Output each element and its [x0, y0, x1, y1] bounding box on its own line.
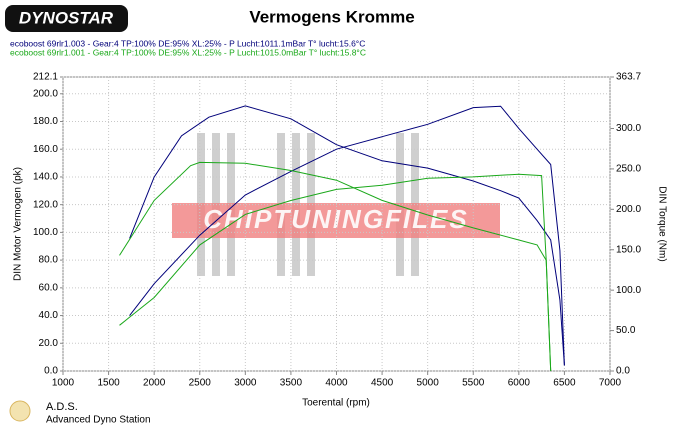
y2-tick-label: 200.0	[616, 204, 641, 215]
y2-tick-label: 50.0	[616, 325, 636, 336]
y2-axis-title: DIN Torque (Nm)	[656, 186, 667, 261]
y2-tick-label: 150.0	[616, 244, 641, 255]
y-tick-label: 180.0	[33, 116, 58, 127]
y2-tick-label: 363.7	[616, 72, 641, 83]
y-tick-label: 80.0	[39, 255, 59, 266]
line-series	[129, 105, 565, 366]
y2-tick-label: 0.0	[616, 366, 630, 377]
x-tick-label: 7000	[599, 378, 622, 389]
x-tick-label: 6500	[553, 378, 576, 389]
y-tick-label: 60.0	[39, 282, 59, 293]
y-tick-label: 200.0	[33, 88, 58, 99]
line-series	[119, 173, 552, 372]
y2-tick-label: 300.0	[616, 123, 641, 134]
y-tick-label: 40.0	[39, 310, 59, 321]
logo: DYNOSTAR	[19, 8, 114, 27]
x-tick-label: 3500	[280, 378, 303, 389]
y-tick-label: 20.0	[39, 338, 59, 349]
y2-tick-label: 100.0	[616, 285, 641, 296]
x-tick-label: 1000	[52, 378, 75, 389]
y-tick-label: 212.1	[33, 72, 58, 83]
x-tick-label: 5500	[462, 378, 485, 389]
x-tick-label: 2500	[189, 378, 212, 389]
y-tick-label: 0.0	[44, 366, 58, 377]
chart-title: Vermogens Kromme	[249, 7, 414, 26]
y-tick-label: 140.0	[33, 172, 58, 183]
x-tick-label: 1500	[97, 378, 120, 389]
x-tick-label: 5000	[417, 378, 440, 389]
x-tick-label: 3000	[234, 378, 257, 389]
x-tick-label: 6000	[508, 378, 531, 389]
y-axis-title: DIN Motor Vermogen (pk)	[13, 167, 24, 281]
legend-entry: ecoboost 69rlr1.003 - Gear:4 TP:100% DE:…	[10, 38, 365, 48]
line-series	[119, 161, 552, 372]
x-axis-title: Toerental (rpm)	[302, 398, 370, 409]
x-tick-label: 4000	[325, 378, 348, 389]
y2-tick-label: 250.0	[616, 164, 641, 175]
footer-title: A.D.S.	[46, 401, 78, 413]
watermark: CHIPTUNINGFILES	[203, 204, 468, 234]
line-series	[129, 105, 565, 366]
logo-box	[5, 5, 128, 32]
footer-logo	[9, 400, 31, 422]
y-tick-label: 100.0	[33, 227, 58, 238]
y-tick-label: 120.0	[33, 199, 58, 210]
y-tick-label: 160.0	[33, 144, 58, 155]
x-tick-label: 4500	[371, 378, 394, 389]
x-tick-label: 2000	[143, 378, 166, 389]
footer-subtitle: Advanced Dyno Station	[46, 415, 151, 426]
legend-entry: ecoboost 69rlr1.001 - Gear:4 TP:100% DE:…	[10, 47, 366, 57]
